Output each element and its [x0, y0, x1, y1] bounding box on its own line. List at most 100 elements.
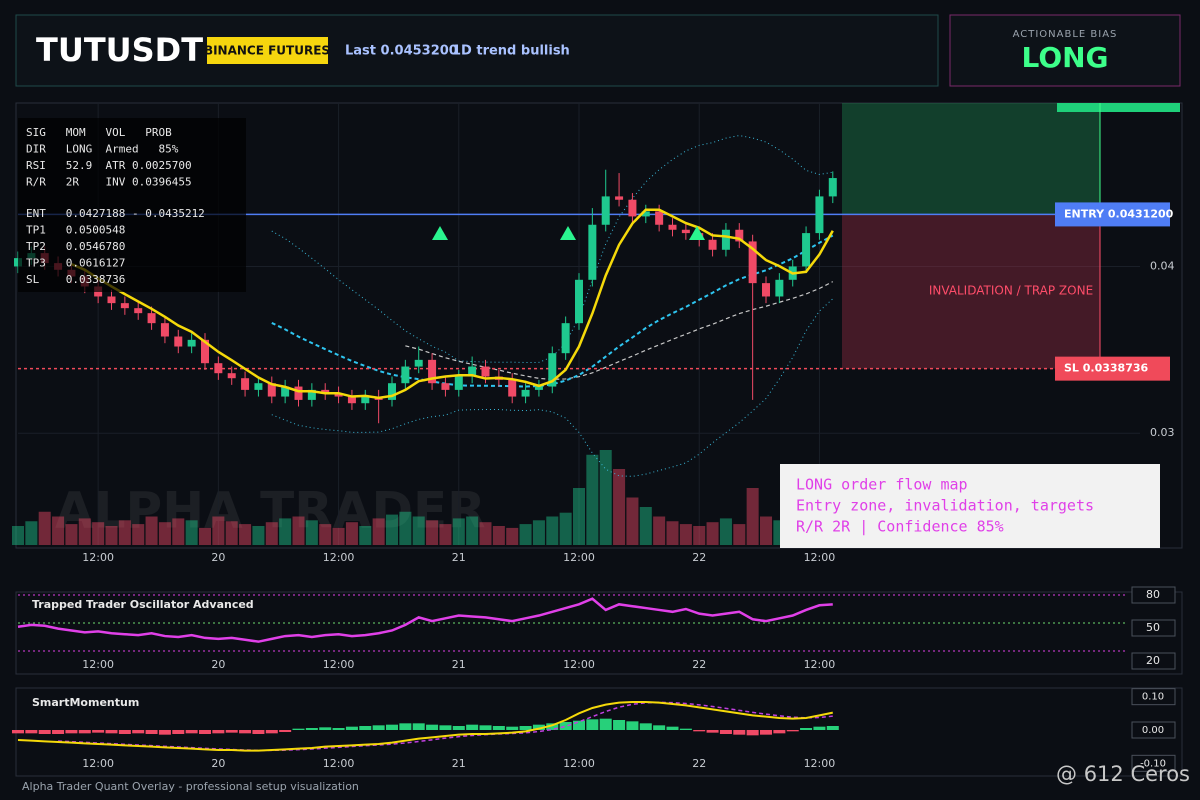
- volume-bar: [265, 522, 278, 545]
- candle-body: [160, 323, 169, 337]
- volume-bar: [586, 454, 599, 545]
- candle-body: [174, 336, 183, 347]
- slow-average: [405, 281, 834, 380]
- x-tick-label: 12:00: [323, 658, 355, 671]
- candle-body: [721, 229, 730, 250]
- x-tick-label: 12:00: [804, 658, 836, 671]
- volume-bar: [693, 526, 706, 545]
- candle-body: [134, 308, 143, 314]
- candle-body: [361, 396, 370, 404]
- candle-body: [615, 196, 624, 200]
- y-tick-label: 20: [1146, 654, 1160, 667]
- histogram-bar: [92, 730, 105, 733]
- candle-body: [561, 323, 570, 354]
- credit: @ 612 Ceros: [1056, 762, 1190, 786]
- volume-bar: [439, 524, 452, 545]
- histogram-bar: [559, 722, 572, 730]
- candle-body: [508, 379, 517, 397]
- candle-body: [655, 211, 664, 225]
- footer: Alpha Trader Quant Overlay - professiona…: [22, 780, 359, 793]
- panel-title: Trapped Trader Oscillator Advanced: [32, 598, 254, 611]
- histogram-bar: [746, 730, 759, 736]
- histogram-bar: [198, 730, 212, 734]
- candle-body: [708, 239, 717, 250]
- signal-marker: [432, 226, 448, 240]
- candle-body: [241, 378, 250, 390]
- x-tick-label: 20: [211, 551, 225, 564]
- volume-bar: [479, 522, 492, 545]
- y-tick-box: [1131, 652, 1176, 670]
- candle-body: [120, 303, 129, 309]
- histogram-bar: [265, 730, 278, 734]
- volume-bar: [239, 524, 252, 545]
- x-tick-label: 12:00: [323, 551, 355, 564]
- histogram-bar: [706, 730, 719, 733]
- volume-bar: [25, 521, 38, 545]
- histogram-bar: [800, 728, 813, 730]
- histogram-bar: [252, 730, 265, 734]
- stats-level: TP2 0.0546780: [26, 240, 125, 253]
- histogram-bar: [532, 724, 545, 730]
- y-tick-label: 50: [1146, 621, 1160, 634]
- band-upper: [271, 135, 833, 363]
- histogram-bar: [332, 728, 345, 730]
- volume-bar: [572, 488, 586, 545]
- volume-bar: [65, 524, 78, 545]
- volume-bar: [719, 518, 732, 545]
- histogram-bar: [586, 719, 599, 730]
- candle-body: [214, 363, 223, 374]
- y-tick-label: 80: [1146, 588, 1160, 601]
- histogram-bar: [78, 730, 91, 734]
- volume-bar: [52, 516, 65, 545]
- note-line: Entry zone, invalidation, targets: [796, 497, 1094, 515]
- candle-body: [307, 389, 316, 400]
- candle-body: [668, 224, 677, 230]
- histogram-bar: [733, 730, 746, 735]
- volume-bar: [679, 524, 692, 545]
- histogram-bar: [759, 730, 773, 735]
- candle-body: [428, 359, 437, 384]
- histogram-bar: [626, 721, 639, 730]
- histogram-bar: [786, 730, 799, 732]
- histogram-bar: [519, 726, 532, 730]
- histogram-bar: [613, 720, 626, 730]
- candle-body: [681, 229, 690, 234]
- histogram-bar: [212, 730, 225, 734]
- candle-body: [775, 279, 784, 297]
- candle-body: [454, 376, 463, 390]
- y-tick-label: 0.10: [1142, 692, 1164, 703]
- volume-bar: [372, 518, 385, 545]
- volume-bar: [559, 512, 572, 545]
- histogram-bar: [292, 728, 305, 730]
- x-tick-label: 12:00: [804, 757, 836, 770]
- volume-bar: [385, 514, 399, 545]
- histogram-bar: [506, 726, 519, 730]
- volume-bar: [292, 516, 305, 545]
- volume-bar: [399, 511, 412, 545]
- histogram-bar: [158, 730, 171, 735]
- level-tag: [1055, 356, 1170, 381]
- volume-bar: [519, 524, 532, 545]
- candle-body: [107, 296, 116, 304]
- x-tick-label: 22: [692, 658, 706, 671]
- x-tick-label: 12:00: [563, 551, 595, 564]
- volume-bar: [506, 527, 519, 545]
- volume-bar: [225, 521, 238, 545]
- watermark: ALPHA TRADER: [55, 482, 486, 540]
- x-tick-label: 12:00: [82, 658, 114, 671]
- histogram-bar: [359, 726, 372, 730]
- volume-bar: [426, 520, 439, 545]
- histogram-bar: [492, 726, 505, 730]
- signal-marker: [560, 226, 576, 240]
- histogram-bar: [399, 723, 412, 730]
- stats-level: TP1 0.0500548: [26, 224, 125, 237]
- stats-row: SIG MOM VOL PROB: [26, 126, 172, 139]
- candle-body: [641, 211, 650, 217]
- candle-body: [147, 313, 156, 324]
- candle-body: [281, 386, 290, 397]
- candle-body: [347, 396, 356, 404]
- histogram-bar: [105, 730, 118, 734]
- bias-value: LONG: [1021, 41, 1108, 74]
- candle-body: [815, 196, 824, 234]
- stats-level: SL 0.0338736: [26, 273, 125, 286]
